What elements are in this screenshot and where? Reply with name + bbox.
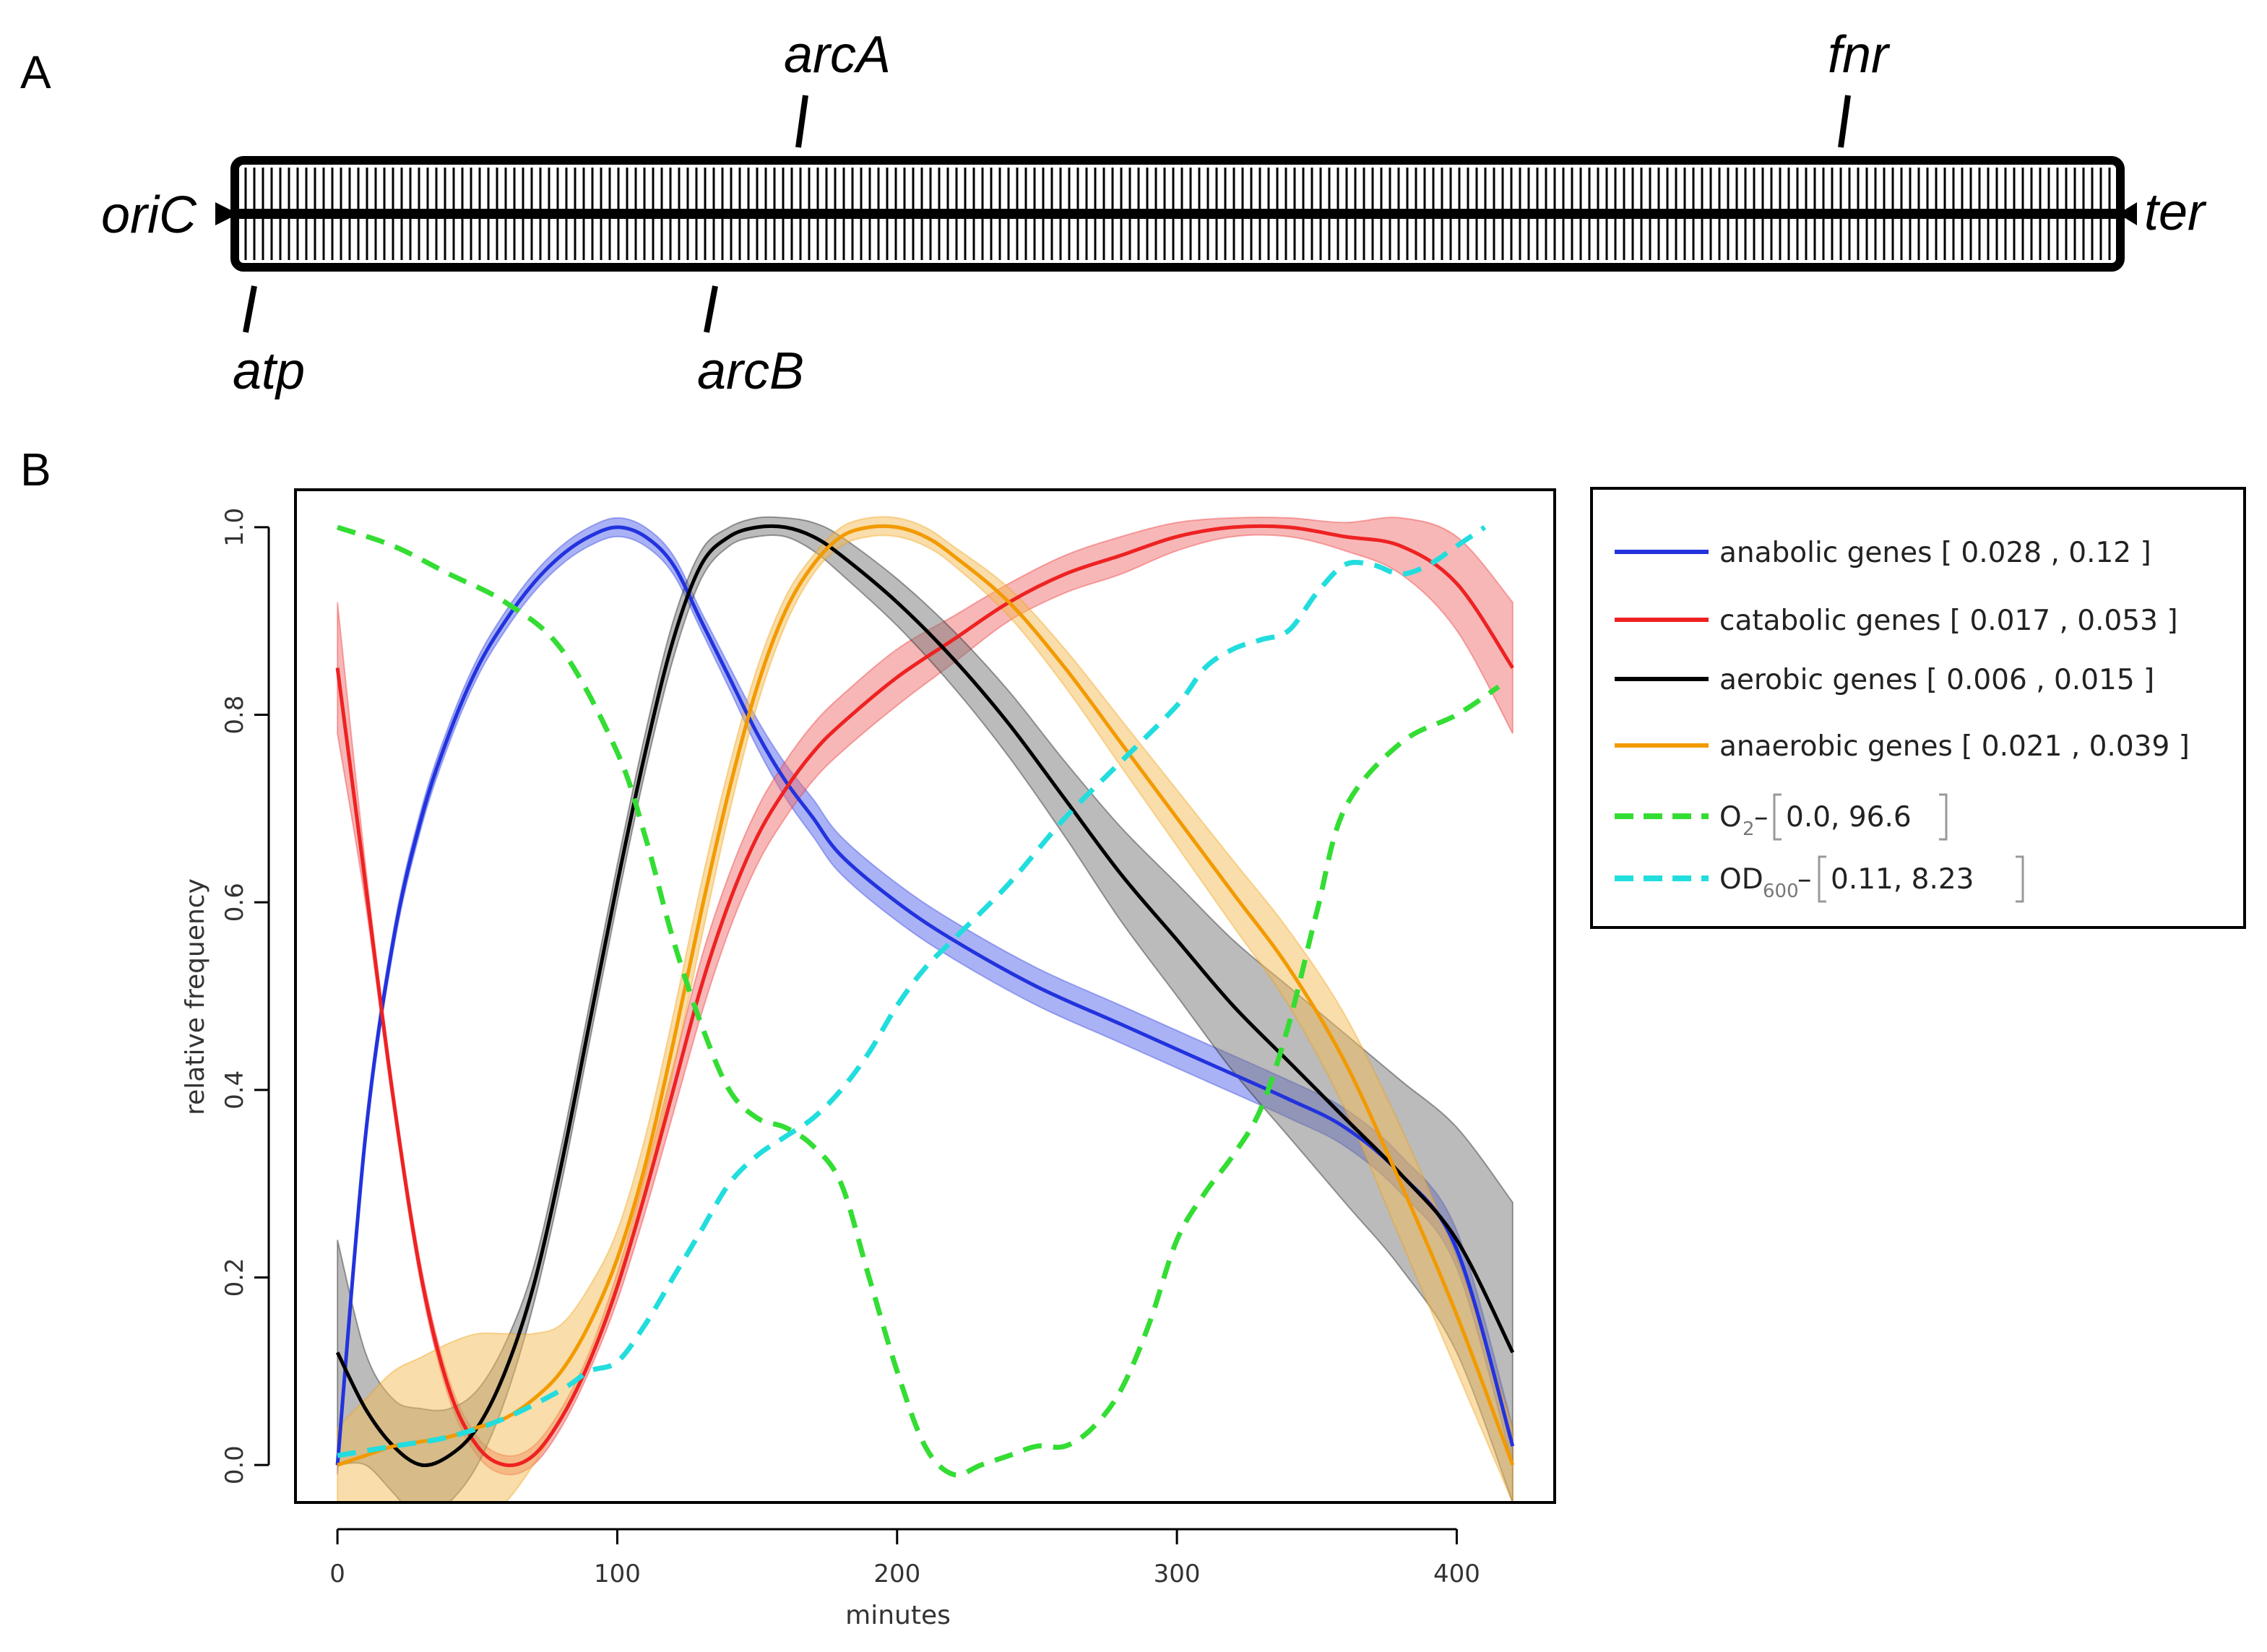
- arcA-marker: [795, 95, 808, 148]
- gene-label-arcB: arcB: [697, 342, 804, 400]
- plot-area: 0 100 200 300 400 0.0 0.2 0.4 0.6 0.8 1.0 minutes…: [181, 488, 1556, 1630]
- origin-label: oriC: [101, 186, 197, 244]
- y-axis-label: relative frequency: [181, 878, 210, 1115]
- legend-item-anaerobic: anaerobic genes [ 0.021 , 0.039 ]: [1615, 730, 2190, 763]
- legend-item-aerobic: aerobic genes [ 0.006 , 0.015 ]: [1615, 664, 2154, 696]
- y-tick-label: 0.4: [220, 1071, 249, 1110]
- legend-label-subscript: 2: [1743, 818, 1755, 840]
- chromosome-hatching: [244, 168, 2111, 260]
- legend-label: anaerobic genes [ 0.021 , 0.039 ]: [1719, 730, 2190, 763]
- series-line-catabolic-genes: [335, 524, 1514, 1468]
- fnr-marker: [1838, 95, 1851, 148]
- x-tick-label: 100: [594, 1560, 641, 1588]
- y-tick-label: 0.8: [220, 696, 249, 735]
- legend-label-range: 0.0, 96.6: [1786, 801, 1912, 834]
- confidence-bands: [337, 516, 1514, 1502]
- series-line-OD600: [337, 525, 1487, 1458]
- x-tick-label: 0: [329, 1560, 345, 1588]
- terminus-label: ter: [2144, 183, 2207, 241]
- legend-label: aerobic genes [ 0.006 , 0.015 ]: [1719, 664, 2154, 696]
- series-line-O2: [336, 524, 1500, 1478]
- x-tick-label: 400: [1433, 1560, 1480, 1588]
- y-tick-label: 0.2: [220, 1258, 249, 1297]
- atp-marker: [243, 285, 257, 333]
- legend-dash: –: [1754, 801, 1769, 834]
- plot-frame: [294, 488, 1556, 1504]
- legend-label: anabolic genes [ 0.028 , 0.12 ]: [1719, 537, 2151, 569]
- legend-bracket-left: [1818, 855, 1826, 903]
- gene-label-arcA: arcA: [784, 26, 891, 84]
- y-axis: 0.0 0.2 0.4 0.6 0.8 1.0: [220, 508, 270, 1484]
- y-tick-label: 0.6: [220, 883, 249, 922]
- legend-item-o2: O 2 – 0.0, 96.6: [1615, 793, 1948, 841]
- legend-dash: –: [1797, 863, 1812, 896]
- y-tick-label: 0.0: [220, 1445, 249, 1484]
- y-tick-label: 1.0: [220, 508, 249, 547]
- x-tick-label: 200: [873, 1560, 920, 1588]
- legend-frame: [1590, 487, 2246, 929]
- x-axis-label: minutes: [845, 1601, 951, 1630]
- legend-bracket-right: [2016, 855, 2024, 903]
- legend-item-od600: OD 600 – 0.11, 8.23: [1615, 855, 2024, 903]
- arcB-marker: [704, 285, 718, 333]
- x-axis: 0 100 200 300 400: [329, 1528, 1480, 1588]
- series-line-anabolic-genes: [335, 525, 1515, 1466]
- series-line-anaerobic-genes: [337, 524, 1515, 1467]
- origin-arrow: [215, 202, 238, 225]
- legend-label-main: O: [1719, 801, 1742, 834]
- panel-b-label: B: [20, 444, 51, 496]
- x-tick-label: 300: [1154, 1560, 1201, 1588]
- series-lines: [335, 524, 1515, 1478]
- panel-a-label: A: [20, 46, 51, 98]
- legend-label-main: OD: [1719, 863, 1763, 896]
- legend-bracket-left: [1773, 793, 1782, 841]
- legend-bracket-right: [1939, 793, 1948, 841]
- chromosome-map: oriC ter arcA fnr atp arcB: [101, 26, 2207, 400]
- terminus-arrow: [2118, 202, 2137, 225]
- legend-item-catabolic: catabolic genes [ 0.017 , 0.053 ]: [1615, 605, 2178, 637]
- series-line-aerobic-genes: [335, 524, 1515, 1467]
- legend-label-subscript: 600: [1763, 881, 1799, 902]
- legend-item-anabolic: anabolic genes [ 0.028 , 0.12 ]: [1615, 537, 2151, 569]
- legend-label-range: 0.11, 8.23: [1831, 863, 1974, 896]
- gene-label-fnr: fnr: [1828, 26, 1891, 84]
- legend: anabolic genes [ 0.028 , 0.12 ] cataboli…: [1590, 487, 2246, 929]
- gene-label-atp: atp: [233, 342, 305, 400]
- legend-label: catabolic genes [ 0.017 , 0.053 ]: [1719, 605, 2178, 637]
